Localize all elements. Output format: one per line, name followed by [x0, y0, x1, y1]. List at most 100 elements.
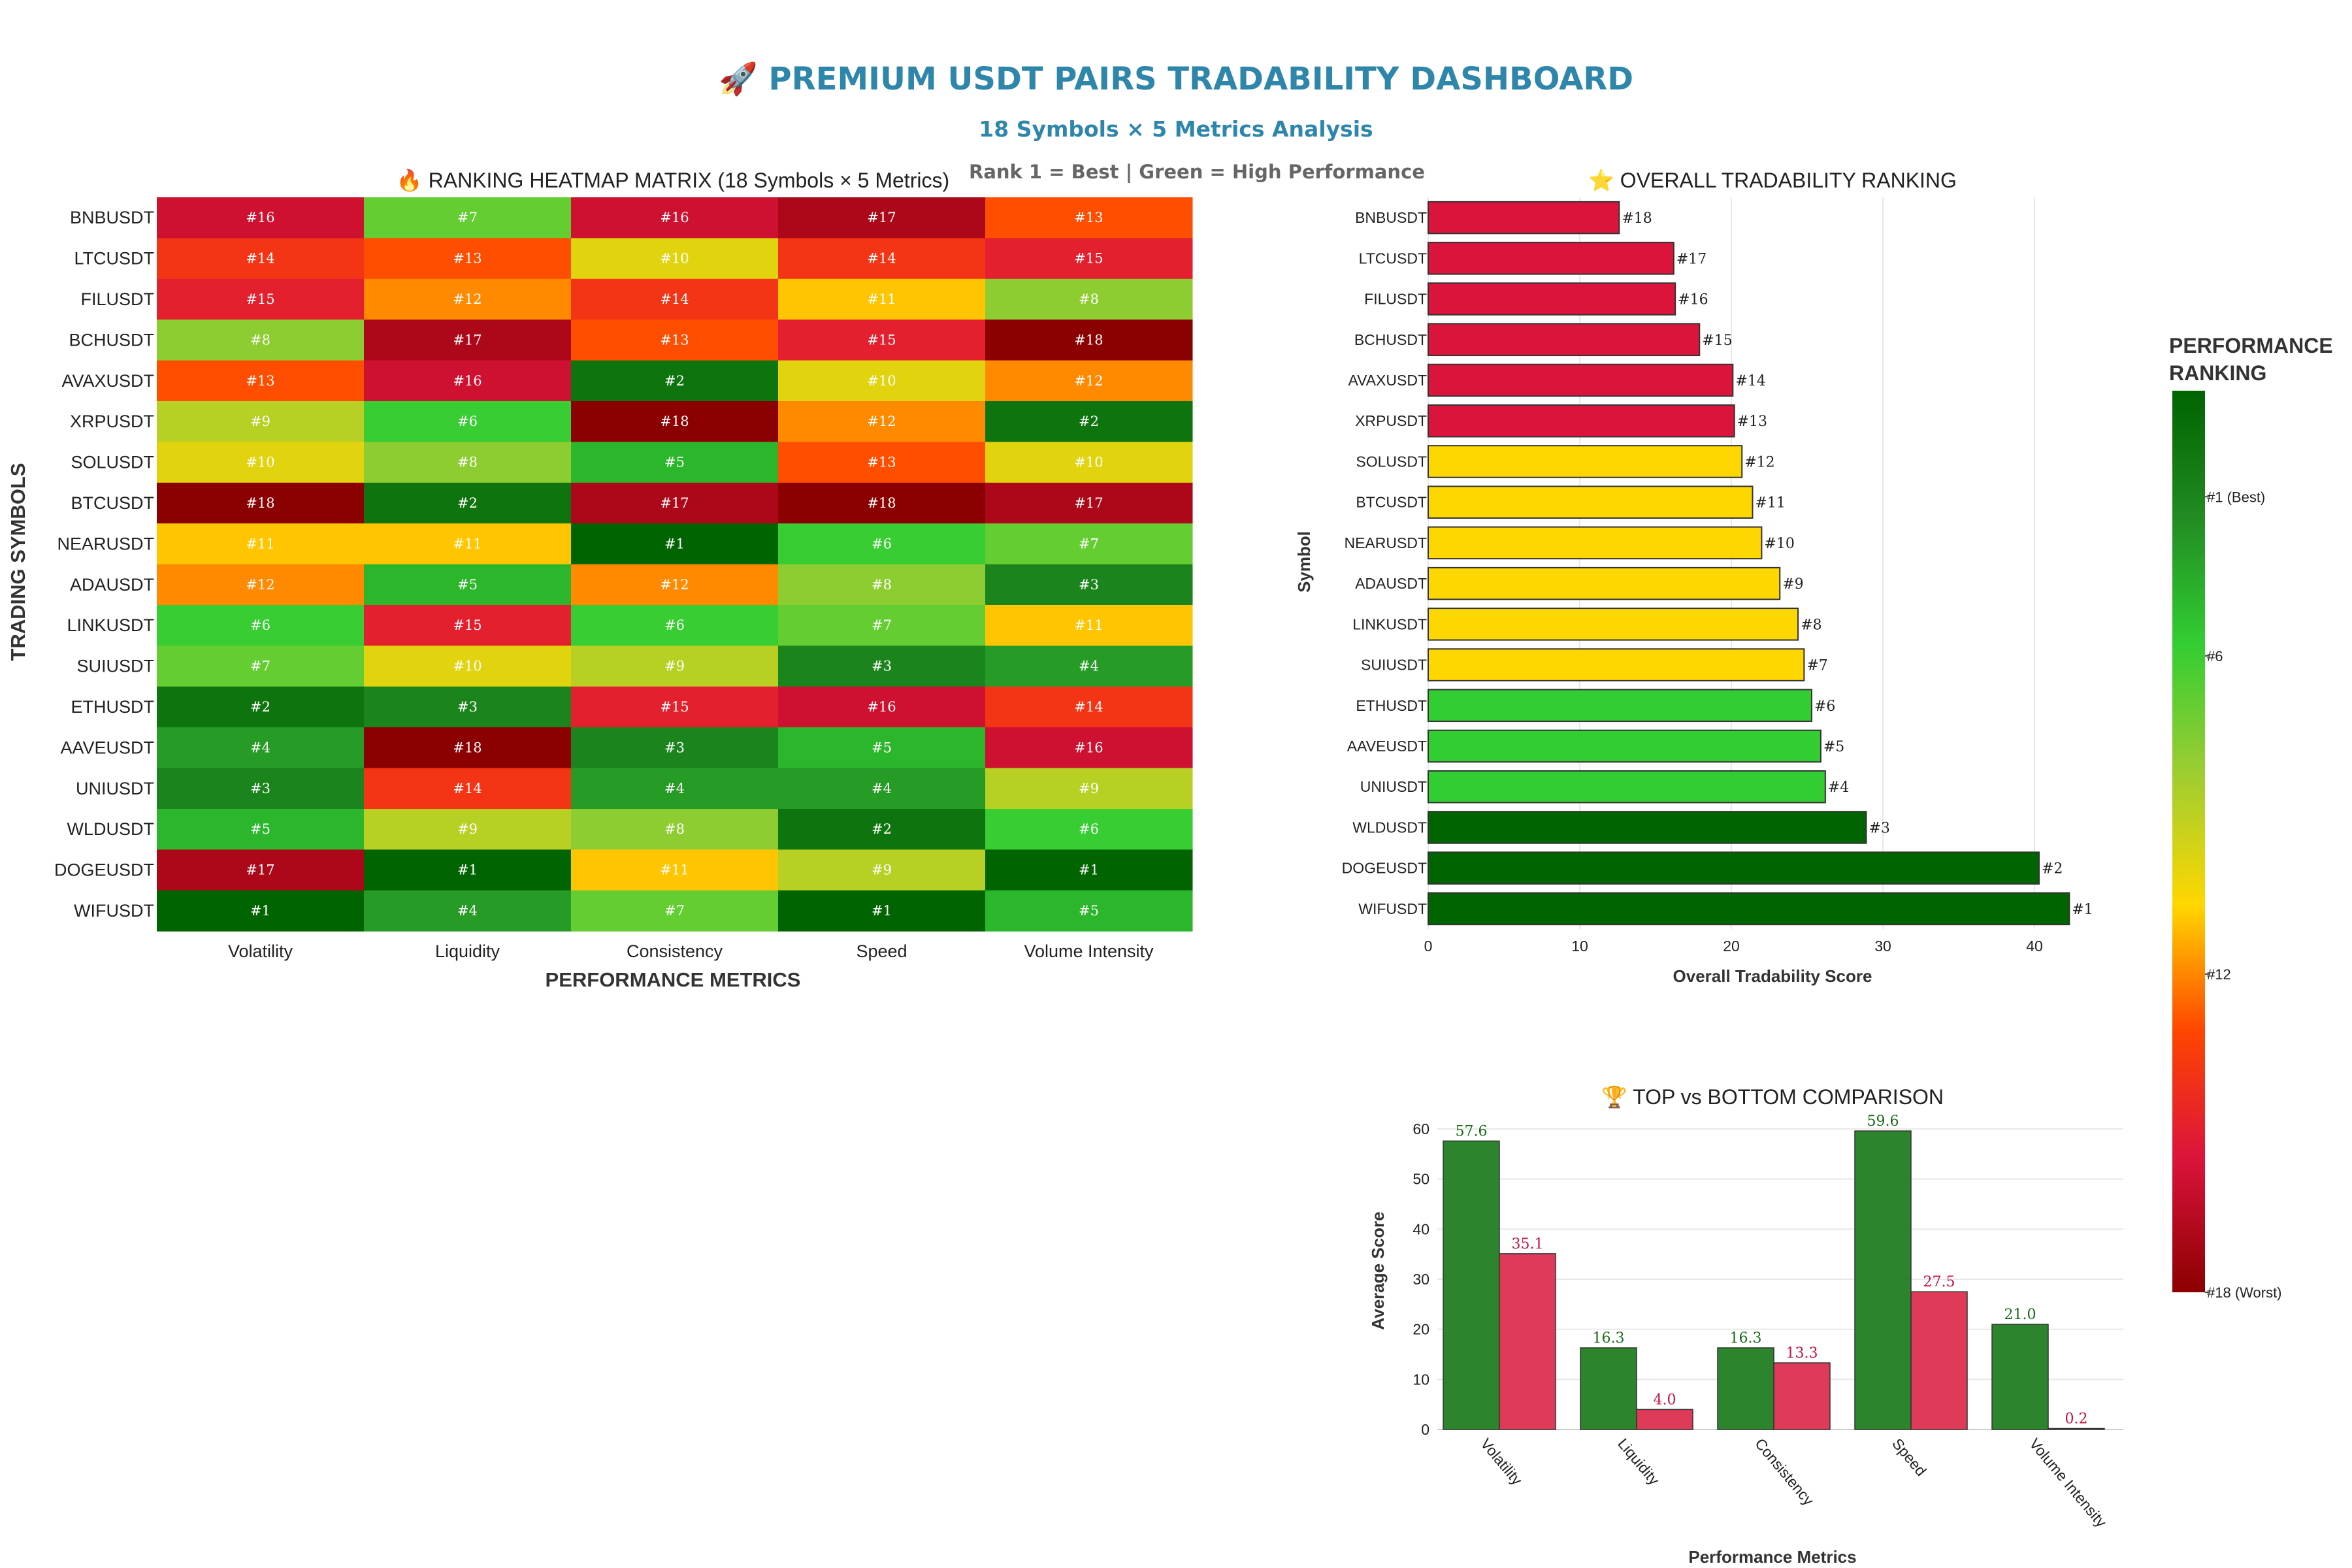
ranking-bar: [1428, 526, 1763, 560]
heatmap-cell: [157, 401, 365, 442]
heatmap-cell-label: #18: [246, 495, 274, 511]
heatmap-column-label: Consistency: [627, 941, 723, 961]
heatmap-cell-label: #16: [867, 699, 896, 715]
heatmap-cell: [571, 768, 779, 809]
ranking-bar: [1428, 770, 1826, 804]
ranking-bar-label: #2: [2042, 861, 2063, 877]
heatmap-cell: [985, 360, 1193, 402]
heatmap-cell: [571, 809, 779, 850]
heatmap-cell: [778, 482, 986, 524]
heatmap-cell-label: #7: [872, 617, 892, 633]
heatmap-cell: [571, 727, 779, 769]
heatmap-cell-label: #8: [872, 577, 892, 593]
comparison-x-ticks: Volatility Liquidity Consistency Speed Volum…: [1477, 1435, 2110, 1531]
comparison-bar-label: 4.0: [1654, 1392, 1676, 1408]
ranking-category-labels: BNBUSDT LTCUSDT FILUSDT BCHUSDT AVAXUSDT XRPU…: [1342, 209, 1427, 917]
heatmap-cell-label: #6: [664, 617, 685, 633]
ranking-bar-label: #10: [1764, 536, 1794, 552]
heatmap-cell: [157, 809, 365, 850]
comparison-y-tick: 10: [1413, 1371, 1429, 1388]
heatmap-cells: #16 #7 #16 #17 #13 #14 #13 #10 #14 #15 #15 #12 #14 #1…: [157, 197, 1193, 932]
ranking-bar-label: #16: [1678, 292, 1708, 308]
comparison-y-axis-title: Average Score: [1368, 1211, 1388, 1330]
heatmap-cell: [571, 523, 779, 565]
comparison-bar-label: 16.3: [1730, 1330, 1762, 1347]
ranking-bar: [1428, 242, 1674, 275]
colorbar-ticks: #1 (Best) #6 #12 #18 (Worst): [2205, 489, 2282, 1301]
ranking-x-tick: 0: [1424, 938, 1433, 955]
heatmap-cell-label: #16: [453, 373, 482, 389]
heatmap-cell-label: #4: [250, 740, 270, 755]
heatmap-cell: [778, 686, 986, 728]
heatmap-cell-label: #11: [1074, 617, 1103, 633]
overall-ranking-chart: ⭐ OVERALL TRADABILITY RANKING #18#17#16#…: [1294, 169, 2093, 986]
heatmap-cell-label: #2: [457, 495, 478, 511]
rank-note: Rank 1 = Best | Green = High Performance: [969, 161, 1425, 183]
heatmap-cell: [364, 809, 572, 850]
heatmap-cell-label: #3: [1079, 577, 1099, 593]
heatmap-row-label: BCHUSDT: [69, 330, 154, 350]
ranking-category-label: FILUSDT: [1364, 291, 1427, 308]
heatmap-cell-label: #2: [872, 821, 892, 837]
heatmap-cell: [157, 197, 365, 238]
comparison-bar-label: 21.0: [2004, 1307, 2036, 1323]
ranking-bar-label: #3: [1869, 820, 1889, 836]
heatmap-cell: [778, 809, 986, 850]
heatmap-cell-label: #3: [664, 740, 685, 755]
ranking-heatmap: 🔥 RANKING HEATMAP MATRIX (18 Symbols × 5…: [7, 169, 1193, 991]
heatmap-cell-label: #4: [664, 781, 685, 796]
ranking-bar-label: #4: [1828, 779, 1849, 796]
heatmap-cell-label: #18: [867, 495, 896, 511]
heatmap-cell: [985, 849, 1193, 891]
heatmap-cell: [985, 482, 1193, 524]
dashboard-title: 🚀 PREMIUM USDT PAIRS TRADABILITY DASHBOA…: [718, 61, 1634, 97]
heatmap-row-label: SUIUSDT: [76, 657, 154, 676]
heatmap-cell: [985, 890, 1193, 932]
dashboard-subtitle: 18 Symbols × 5 Metrics Analysis: [979, 116, 1373, 142]
ranking-bar: [1428, 689, 1812, 723]
heatmap-cell-label: #15: [1074, 251, 1103, 267]
heatmap-row-label: ETHUSDT: [71, 697, 155, 717]
heatmap-cell: [157, 482, 365, 524]
ranking-bar-label: #13: [1737, 414, 1767, 430]
colorbar-title-line1: PERFORMANCE: [2169, 334, 2333, 357]
comparison-bar: [1443, 1140, 1500, 1430]
heatmap-cell: [571, 319, 779, 361]
heatmap-cell: [571, 849, 779, 891]
comparison-bar-label: 13.3: [1786, 1345, 1818, 1362]
heatmap-x-axis-title: PERFORMANCE METRICS: [546, 968, 801, 991]
ranking-bar: [1428, 201, 1620, 235]
heatmap-cell-label: #16: [660, 210, 689, 225]
ranking-bar-label: #7: [1806, 658, 1827, 674]
ranking-x-tick: 30: [1874, 938, 1891, 955]
ranking-category-label: ETHUSDT: [1356, 697, 1427, 714]
colorbar-tick-label: #12: [2207, 966, 2231, 983]
heatmap-cell-label: #17: [246, 862, 274, 878]
heatmap-cell: [778, 442, 986, 483]
heatmap-cell-label: #6: [250, 617, 270, 633]
heatmap-cell-label: #11: [453, 536, 482, 551]
heatmap-cell-label: #13: [867, 455, 896, 470]
heatmap-cell-label: #5: [664, 455, 685, 470]
heatmap-cell-label: #9: [457, 821, 478, 837]
heatmap-cell-label: #4: [457, 903, 478, 919]
heatmap-cell-label: #6: [1079, 821, 1099, 837]
comparison-y-tick: 40: [1413, 1220, 1429, 1237]
heatmap-cell-label: #3: [250, 781, 270, 796]
heatmap-cell-label: #16: [1074, 740, 1103, 755]
heatmap-cell: [571, 890, 779, 932]
ranking-bar: [1428, 485, 1754, 519]
heatmap-cell: [364, 605, 572, 646]
heatmap-row-label: DOGEUSDT: [54, 860, 154, 880]
performance-colorbar: PERFORMANCE RANKING #1 (Best) #6 #12 #18 (W…: [2169, 334, 2333, 1301]
heatmap-cell-label: #8: [664, 821, 685, 837]
heatmap-cell: [571, 197, 779, 238]
comparison-x-tick: Speed: [1889, 1435, 1930, 1480]
ranking-category-label: SUIUSDT: [1361, 657, 1427, 674]
ranking-bar-label: #18: [1622, 210, 1652, 227]
heatmap-cell: [985, 278, 1193, 320]
heatmap-cell: [778, 768, 986, 809]
heatmap-cell: [364, 482, 572, 524]
ranking-bar-label: #14: [1735, 373, 1765, 389]
heatmap-cell-label: #16: [246, 210, 274, 225]
